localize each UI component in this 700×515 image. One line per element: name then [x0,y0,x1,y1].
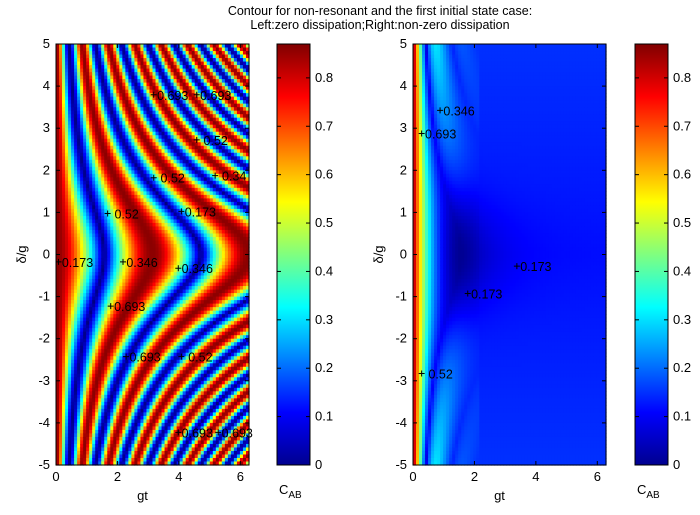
heatmap-left [56,44,250,466]
